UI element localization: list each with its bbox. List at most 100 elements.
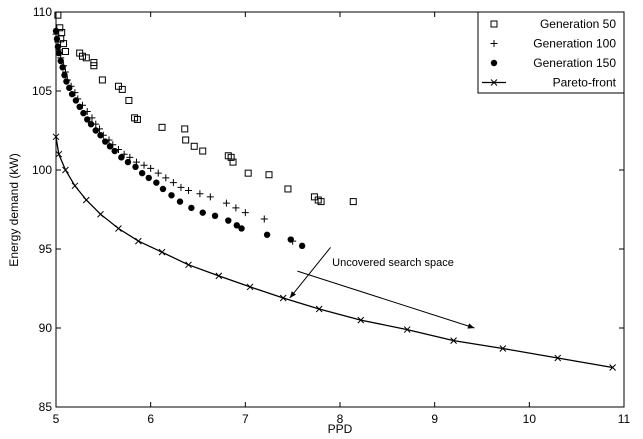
pareto-front-point <box>357 316 365 324</box>
generation-100-point <box>260 215 268 223</box>
generation-150-point <box>54 43 62 50</box>
generation-50-point <box>60 40 68 48</box>
generation-50-point <box>56 24 64 32</box>
generation-50-point <box>125 96 133 104</box>
generation-150-point <box>61 72 68 79</box>
generation-50-point <box>199 147 207 155</box>
y-tick-label: 110 <box>33 5 52 19</box>
series-generation-150 <box>52 27 306 250</box>
arrow-line <box>297 270 475 329</box>
generation-150-point <box>106 143 114 150</box>
generation-150-point <box>80 109 87 117</box>
generation-150-point <box>87 120 95 128</box>
pareto-front-point <box>115 225 122 232</box>
generation-150-point <box>124 158 132 166</box>
generation-150-point <box>168 192 175 199</box>
legend-label: Pareto-front <box>553 76 617 90</box>
legend-marker <box>490 79 498 86</box>
generation-100-point <box>206 193 214 201</box>
pareto-front-point <box>279 294 287 302</box>
generation-150-point <box>153 179 160 186</box>
annotation-text: Uncovered search space <box>332 257 454 269</box>
pareto-front-point <box>82 196 90 204</box>
generation-150-point <box>132 163 139 171</box>
generation-50-point <box>190 142 198 150</box>
generation-50-point <box>90 62 98 70</box>
legend-box <box>477 11 625 94</box>
pareto-front-point <box>450 337 457 344</box>
pareto-front-point <box>55 150 63 158</box>
pareto-front-point <box>185 261 192 269</box>
generation-50-point <box>317 198 325 206</box>
x-axis-label: PPD <box>328 422 353 436</box>
legend-item-generation-150: Generation 150 <box>490 56 616 70</box>
pareto-front-point <box>71 182 79 190</box>
generation-150-point <box>92 127 99 134</box>
legend-label: Generation 150 <box>533 56 616 70</box>
pareto-front-point <box>403 326 411 333</box>
generation-150-point <box>63 78 70 85</box>
generation-50-point <box>79 52 87 60</box>
generation-50-point <box>244 169 252 177</box>
generation-100-point <box>232 204 240 212</box>
generation-150-point <box>233 222 241 229</box>
legend: Generation 50 Generation 100 Generation 15… <box>477 11 625 94</box>
generation-100-point <box>162 174 170 182</box>
generation-50-point <box>284 185 292 193</box>
pareto-front-point <box>62 166 69 174</box>
generation-150-point <box>138 169 146 177</box>
generation-50-point <box>98 76 106 84</box>
legend-marker <box>490 20 498 28</box>
generation-150-point <box>211 212 219 220</box>
legend-label: Generation 100 <box>533 37 616 51</box>
generation-150-point <box>287 236 294 243</box>
legend-item-generation-100: Generation 100 <box>490 37 616 51</box>
generation-150-point <box>97 132 104 139</box>
pareto-front-point <box>158 248 166 256</box>
pareto-front-point <box>97 210 104 218</box>
generation-50-point <box>133 115 141 123</box>
generation-150-point <box>176 198 184 205</box>
generation-150-point <box>102 138 109 145</box>
y-axis-label: Energy demand (kW) <box>7 153 21 266</box>
legend-marker <box>490 40 498 47</box>
generation-100-point <box>241 209 249 217</box>
generation-150-point <box>55 49 63 57</box>
generation-50-point <box>229 158 237 166</box>
generation-100-point <box>177 183 185 191</box>
generation-50-point <box>227 153 235 161</box>
annotation-arrows <box>289 247 475 329</box>
x-tick-label: 7 <box>242 412 249 426</box>
pareto-front-point <box>554 354 562 362</box>
generation-100-point <box>154 169 162 177</box>
arrow-line <box>289 247 331 299</box>
generation-100-point <box>169 179 177 187</box>
generation-150-point <box>53 35 61 43</box>
generation-50-point <box>181 125 189 133</box>
arrow-head <box>467 323 475 329</box>
generation-150-point <box>145 174 152 182</box>
generation-50-point <box>182 136 190 144</box>
pareto-front-point <box>499 345 507 352</box>
y-tick-label: 105 <box>32 84 52 98</box>
generation-150-point <box>225 217 232 224</box>
generation-150-point <box>111 147 118 155</box>
arrow-head <box>289 291 296 298</box>
generation-100-point <box>140 161 148 169</box>
generation-150-point <box>263 231 271 238</box>
generation-50-point <box>349 198 357 206</box>
y-tick-label: 95 <box>39 242 53 256</box>
generation-150-point <box>72 97 80 104</box>
generation-150-point <box>199 209 206 216</box>
generation-100-point <box>147 164 155 172</box>
legend-item-pareto-front: Pareto-front <box>482 76 617 90</box>
generation-150-point <box>59 64 66 71</box>
generation-100-point <box>222 199 230 207</box>
generation-50-point <box>265 171 273 179</box>
pareto-front-point <box>246 283 254 291</box>
x-tick-label: 11 <box>618 412 631 426</box>
generation-150-point <box>298 242 306 250</box>
y-tick-label: 90 <box>39 321 53 335</box>
generation-150-point <box>76 103 83 111</box>
